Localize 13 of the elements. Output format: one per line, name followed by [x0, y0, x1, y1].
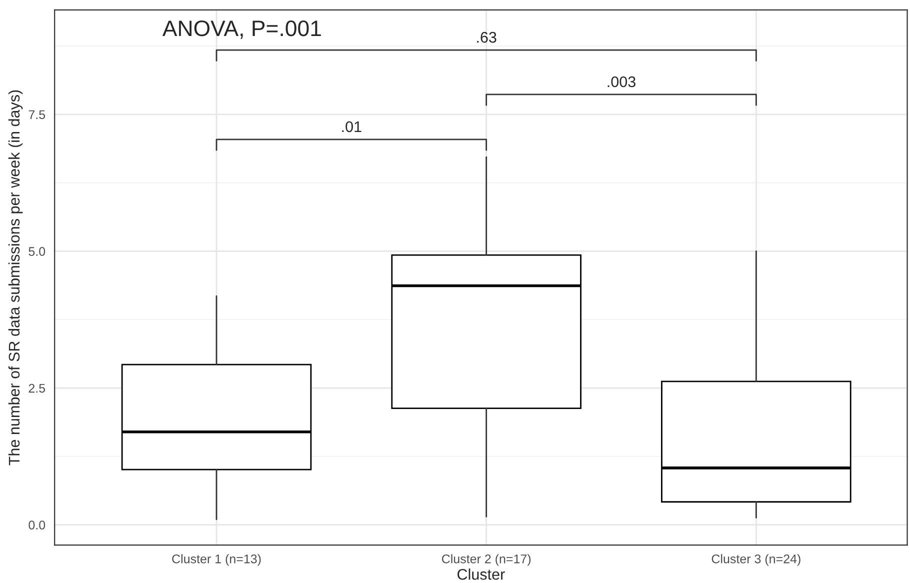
x-tick-label: Cluster 2 (n=17): [442, 554, 531, 566]
annotation: .003: [608, 76, 636, 88]
x-tick-label: Cluster 1 (n=13): [172, 554, 261, 566]
y-tick-label: 5.0: [28, 247, 46, 256]
x-axis-title: Cluster: [458, 568, 505, 580]
y-tick-label: 7.5: [28, 110, 46, 120]
annotation: .01: [342, 121, 362, 132]
x-tick-label: Cluster 3 (n=24): [712, 554, 800, 566]
y-axis-title: The number of SR data submissions per week (in days): [8, 90, 23, 466]
annotation: ANOVA, P=.001: [162, 20, 321, 39]
y-tick-label: 0.0: [28, 520, 46, 530]
annotation: .63: [477, 32, 496, 43]
y-tick-label: 2.5: [28, 384, 46, 393]
